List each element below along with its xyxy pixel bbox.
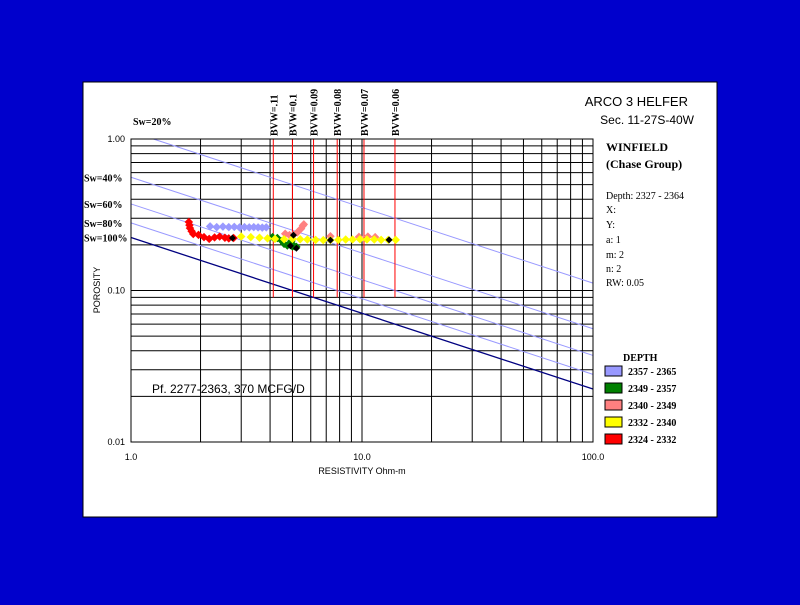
sw-line	[130, 222, 594, 375]
legend-label: 2357 - 2365	[628, 367, 676, 378]
data-point	[224, 222, 234, 232]
data-point	[218, 222, 228, 231]
data-point	[348, 235, 357, 244]
bvw-line-label: BVW=0.09	[310, 89, 321, 136]
sw-lines: Sw=20% Sw=40% Sw=60% Sw=80% Sw=100%	[84, 117, 594, 390]
sw-line-label: Sw=80%	[84, 219, 122, 230]
data-point	[295, 234, 305, 244]
legend-label: 2332 - 2340	[628, 418, 676, 429]
data-point	[189, 229, 198, 239]
data-point	[270, 234, 280, 244]
param-x: X:	[606, 205, 616, 216]
x-tick-label: 100.0	[582, 452, 605, 462]
data-point	[376, 235, 386, 245]
data-point	[261, 223, 271, 232]
data-point	[245, 223, 254, 232]
formation-name: WINFIELD	[606, 140, 668, 154]
data-point	[230, 222, 239, 232]
data-points	[184, 217, 400, 252]
plot-grid	[131, 139, 593, 442]
x-axis-label: RESISTIVITY Ohm-m	[318, 466, 405, 476]
data-point	[255, 233, 264, 242]
y-tick-label: 0.10	[107, 286, 125, 296]
sw-line	[130, 236, 594, 390]
param-y: Y:	[606, 220, 615, 231]
legend-label: 2340 - 2349	[628, 401, 676, 412]
data-point	[212, 222, 221, 232]
data-point	[311, 235, 320, 245]
param-depth: Depth: 2327 - 2364	[606, 191, 684, 202]
param-rw: RW: 0.05	[606, 278, 644, 289]
data-point	[362, 235, 372, 244]
data-point	[236, 232, 246, 241]
data-point-diamond	[289, 231, 297, 239]
legend-swatch	[604, 365, 623, 377]
data-point	[235, 223, 244, 232]
legend-label: 2324 - 2332	[628, 435, 676, 446]
param-m: m: 2	[606, 250, 624, 261]
bvw-line-label: BVW=0.1	[288, 94, 299, 136]
data-point	[319, 235, 328, 245]
x-tick-label: 1.0	[125, 452, 138, 462]
param-a: a: 1	[606, 235, 621, 246]
legend: DEPTH 2357 - 2365 2349 - 2357 2340 - 2349 2…	[604, 353, 676, 446]
legend-swatch	[604, 416, 623, 428]
bvw-line-label: BVW=.11	[269, 94, 280, 136]
x-tick-label: 10.0	[353, 452, 371, 462]
legend-swatch	[604, 382, 623, 394]
formation-group: (Chase Group)	[606, 157, 682, 171]
bvw-line-label: BVW=0.06	[391, 89, 402, 136]
bvw-line-label: BVW=0.08	[333, 89, 344, 136]
plot-border	[130, 138, 594, 443]
data-point	[246, 232, 256, 242]
sw-line-label: Sw=20%	[133, 117, 171, 128]
data-point	[341, 235, 350, 244]
legend-title: DEPTH	[623, 353, 658, 364]
data-point-diamond	[292, 244, 300, 252]
chart-title: ARCO 3 HELFER	[585, 94, 688, 109]
parameters-panel: WINFIELD (Chase Group) Depth: 2327 - 236…	[606, 140, 684, 289]
pf-annotation: Pf. 2277-2363, 370 MCFG/D	[152, 382, 305, 396]
tick-labels: 1.0 10.0 100.0 1.00 0.10 0.01	[107, 134, 604, 462]
y-tick-label: 0.01	[107, 437, 125, 447]
data-point	[334, 235, 343, 245]
sw-line-label: Sw=40%	[84, 173, 122, 184]
sw-line	[153, 138, 594, 284]
data-point	[355, 234, 365, 244]
y-axis-label: POROSITY	[92, 267, 102, 314]
sw-line	[130, 203, 594, 356]
y-tick-label: 1.00	[107, 134, 125, 144]
legend-swatch	[604, 399, 623, 411]
data-point	[240, 222, 249, 232]
data-point-diamond	[326, 236, 334, 244]
data-point	[279, 234, 289, 244]
bvw-lines: BVW=.11 BVW=0.1 BVW=0.09 BVW=0.08 BVW=0.07 BV…	[269, 89, 402, 298]
data-point	[299, 220, 309, 229]
legend-swatch	[604, 433, 623, 445]
plot-area-border	[130, 138, 594, 443]
param-n: n: 2	[606, 264, 621, 275]
data-point	[205, 222, 215, 231]
data-point	[391, 235, 400, 245]
data-point-diamond	[286, 242, 294, 250]
chart-subtitle: Sec. 11-27S-40W	[600, 113, 694, 127]
data-point-diamond	[228, 234, 236, 242]
legend-label: 2349 - 2357	[628, 384, 676, 395]
sw-line-label: Sw=60%	[84, 200, 122, 211]
data-point	[303, 235, 312, 244]
data-point	[370, 235, 379, 244]
data-point	[263, 234, 272, 243]
data-point-diamond	[385, 236, 393, 244]
sw-line-label: Sw=100%	[84, 234, 127, 245]
sw-line	[130, 176, 594, 330]
bvw-line-label: BVW=0.07	[360, 89, 371, 136]
